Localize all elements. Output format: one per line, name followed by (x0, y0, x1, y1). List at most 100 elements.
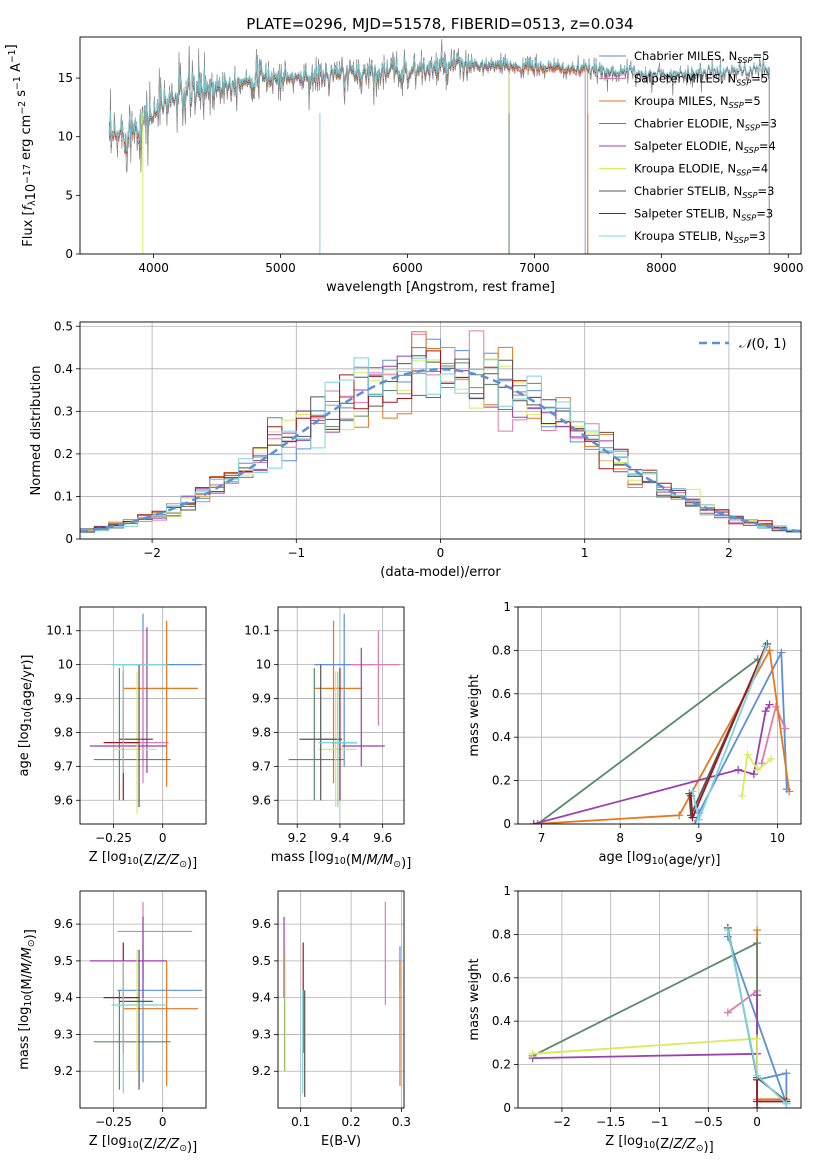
mass-weight-point (753, 926, 762, 935)
y-tick-label: 0.6 (492, 971, 511, 985)
axes-frame (277, 890, 405, 1109)
mass-weight-point (767, 754, 776, 763)
mass-weight-line (694, 649, 788, 824)
mass-weight-point (749, 770, 758, 779)
x-tick-label: 0 (159, 1115, 167, 1129)
y-tick-label: 1 (503, 884, 511, 898)
x-tick-label: 0.2 (342, 1115, 361, 1129)
x-axis-label: E(B-V) (321, 1134, 361, 1149)
y-tick-label: 9.6 (54, 917, 73, 931)
y-axis-label: Flux [fλ10−17 erg cm−2 s−1 A−1] (4, 44, 39, 246)
legend-label: Kroupa STELIB, NSSP=3 (634, 229, 766, 245)
legend-label: Chabrier STELIB, NSSP=3 (634, 184, 774, 200)
mass-weight-point (753, 939, 762, 948)
x-tick-label: −1 (287, 546, 305, 560)
x-tick-label: 0.3 (392, 1115, 411, 1129)
y-tick-label: 0 (65, 532, 73, 546)
mass-weight-point (777, 648, 786, 657)
y-tick-label: 10.1 (46, 624, 73, 638)
mass-weight-line (537, 658, 759, 824)
mass-weight-point (734, 765, 743, 774)
y-axis-label: mass weight (467, 674, 482, 756)
legend-label: Salpeter STELIB, NSSP=3 (634, 207, 773, 223)
y-tick-label: 10 (256, 658, 271, 672)
y-axis-label: mass weight (467, 958, 482, 1040)
y-axis-label: Normed distribution (29, 366, 44, 496)
mass-weight-point (781, 724, 790, 733)
x-axis-label: (data-model)/error (380, 565, 501, 580)
x-tick-label: 9000 (773, 261, 804, 275)
y-tick-label: 0.4 (492, 1014, 511, 1028)
panel-mass-vs-ebv: 0.1 0.2 0.3 9.2 9.3 9.4 9.5 9.6 E(B-V) (252, 890, 411, 1149)
y-tick-label: 9.8 (54, 725, 73, 739)
residual-histogram (80, 350, 801, 532)
y-tick-label: 0.1 (54, 489, 73, 503)
axes-frame (517, 890, 802, 1109)
mass-weight-point (753, 765, 762, 774)
plot-area-spectrum (108, 39, 770, 254)
y-tick-label: 9.8 (252, 725, 271, 739)
legend-label: Salpeter ELODIE, NSSP=4 (634, 139, 776, 155)
mass-weight-point (743, 750, 752, 759)
residual-histogram (80, 357, 801, 531)
figure-title: PLATE=0296, MJD=51578, FIBERID=0513, z=0… (246, 15, 633, 33)
x-tick-label: −2 (143, 546, 161, 560)
y-tick-label: 10.1 (244, 624, 271, 638)
y-tick-label: 9.4 (54, 991, 73, 1005)
x-tick-label: 10 (770, 831, 785, 845)
x-axis-label: Z [log10(Z/Z/Z⊙)] (605, 1134, 713, 1155)
y-tick-label: 1 (503, 600, 511, 614)
y-tick-label: 0.4 (54, 362, 73, 376)
normal-curve (80, 368, 801, 533)
x-tick-label: −0.25 (95, 1115, 132, 1129)
y-tick-label: 0 (503, 1101, 511, 1115)
plot-area-residuals (80, 330, 801, 533)
panel-mass-vs-Z: −0.25 0 9.2 9.3 9.4 9.5 9.6 Z [log10(Z/Z/Z⊙)] ma… (17, 890, 207, 1155)
y-tick-label: 0.2 (492, 1058, 511, 1072)
axes-frame (79, 36, 802, 255)
mass-weight-point (785, 787, 794, 796)
model-spectrum-line (108, 49, 770, 254)
y-axis-label: age [log10(age/yr)] (17, 655, 35, 777)
y-tick-label: 0.2 (54, 447, 73, 461)
mass-weight-point (762, 642, 771, 651)
y-tick-label: 0.5 (54, 319, 73, 333)
plot-area-age-vs-Z (89, 613, 203, 814)
mass-weight-point (528, 1049, 537, 1058)
x-axis-label: mass [log10(M/M/M⊙)] (271, 850, 412, 871)
mass-weight-point (765, 646, 774, 655)
mass-weight-point (723, 1008, 732, 1017)
x-tick-label: 2 (725, 546, 733, 560)
y-tick-label: 5 (65, 188, 73, 202)
x-tick-label: −0.5 (694, 1115, 723, 1129)
x-axis-label: Z [log10(Z/Z/Z⊙)] (89, 850, 197, 871)
y-tick-label: 9.2 (54, 1064, 73, 1078)
y-tick-label: 9.7 (54, 759, 73, 773)
x-axis-label: wavelength [Angstrom, rest frame] (326, 280, 555, 295)
plot-area-age-vs-mass (288, 613, 400, 808)
y-axis-label: mass [log10(M/M/M⊙)] (17, 929, 38, 1070)
panel-age-vs-Z: −0.25 0 9.6 9.7 9.8 9.9 10 10.1 Z [log10(Z/Z/Z⊙)… (17, 606, 207, 871)
mass-weight-point (765, 700, 774, 709)
mass-weight-point (533, 820, 542, 824)
y-tick-label: 0.8 (492, 643, 511, 657)
mass-weight-point (690, 820, 699, 824)
panel-age-vs-mass: 9.2 9.4 9.6 9.6 9.7 9.8 9.9 10 10.1 mass [log10(M… (244, 606, 412, 871)
y-tick-label: 9.2 (252, 1064, 271, 1078)
x-tick-label: 7 (538, 831, 546, 845)
legend-label: Chabrier ELODIE, NSSP=3 (634, 117, 777, 133)
mass-weight-point (753, 1071, 762, 1080)
y-tick-label: 9.4 (252, 991, 271, 1005)
x-tick-label: 0.1 (291, 1115, 310, 1129)
panel-residuals: −2 −1 0 1 2 0 0.1 0.2 0.3 0.4 0.5 (data-model)/erro… (29, 319, 802, 580)
mass-weight-point (723, 926, 732, 935)
x-tick-label: 6000 (392, 261, 423, 275)
y-tick-label: 9.9 (54, 692, 73, 706)
plot-area-mass-weight-vs-Z (528, 923, 791, 1108)
legend-label: Kroupa ELODIE, NSSP=4 (634, 162, 768, 178)
mass-weight-point (688, 813, 697, 822)
mass-weight-point (529, 820, 538, 824)
mass-weight-line (533, 647, 791, 824)
x-tick-label: 9.6 (373, 831, 392, 845)
